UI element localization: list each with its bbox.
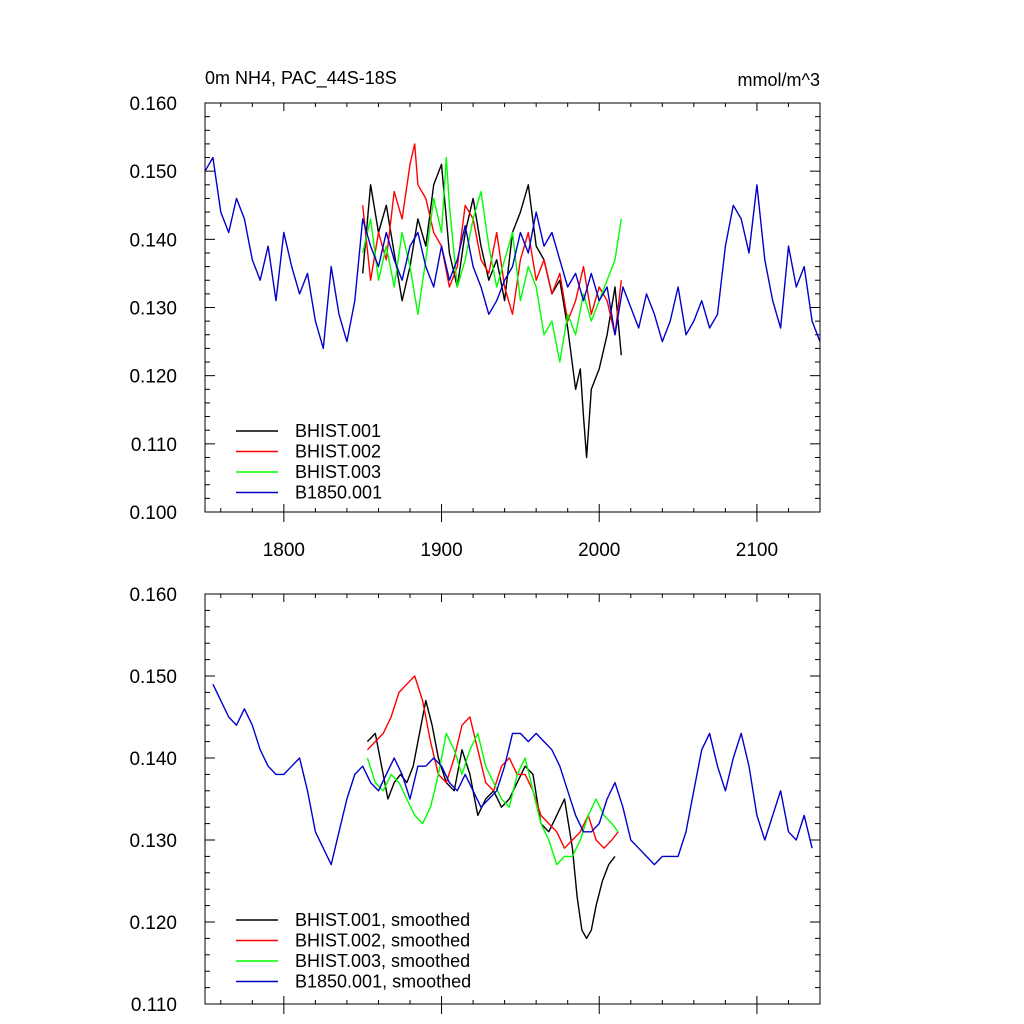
y-tick-label: 0.160 <box>129 585 177 606</box>
legend-label: BHIST.003, smoothed <box>295 951 470 971</box>
top-panel-title: 0m NH4, PAC_44S-18S <box>205 68 397 89</box>
y-tick-label: 0.140 <box>129 230 177 251</box>
top-panel-axis-ticks: 1800 1900 2000 2100 0.100 0.110 0.120 0.130 0.14… <box>129 94 821 561</box>
legend-label: BHIST.002, smoothed <box>295 931 470 951</box>
y-tick-label: 0.130 <box>129 299 177 320</box>
y-tick-label: 0.100 <box>129 503 177 524</box>
top-panel-series <box>204 143 821 459</box>
y-tick-label: 0.160 <box>129 94 177 115</box>
series-line-b1850-001-smoothed <box>212 683 813 866</box>
legend-label: BHIST.001 <box>295 421 381 441</box>
legend-label: BHIST.003 <box>295 462 381 482</box>
y-tick-label: 0.110 <box>131 435 177 456</box>
top-panel-units: mmol/m^3 <box>738 70 820 90</box>
x-tick-label: 1900 <box>420 540 462 561</box>
series-line-bhist-001 <box>362 163 622 459</box>
series-line-bhist-003-smoothed <box>366 732 619 866</box>
series-line-bhist-002 <box>362 143 622 336</box>
bottom-panel-series <box>212 675 813 940</box>
legend-label: BHIST.001, smoothed <box>295 910 470 930</box>
bottom-panel-plot-frame <box>204 593 821 1005</box>
legend-label: BHIST.002 <box>295 442 381 462</box>
y-tick-label: 0.120 <box>129 367 177 388</box>
legend-label: B1850.001 <box>295 483 382 503</box>
series-line-b1850-001 <box>204 156 821 350</box>
y-tick-label: 0.150 <box>129 667 177 688</box>
bottom-panel-axis-ticks: 0.110 0.120 0.130 0.140 0.150 0.160 <box>129 585 821 1016</box>
x-tick-label: 1800 <box>263 540 305 561</box>
bottom-panel: 0.110 0.120 0.130 0.140 0.150 0.160 BHIST.001… <box>129 585 821 1016</box>
y-tick-label: 0.130 <box>129 831 177 852</box>
y-tick-label: 0.110 <box>131 995 177 1016</box>
legend-label: B1850.001, smoothed <box>295 972 471 992</box>
x-tick-label: 2000 <box>578 540 620 561</box>
series-line-bhist-002-smoothed <box>366 675 619 849</box>
y-tick-label: 0.150 <box>129 162 177 183</box>
y-tick-label: 0.120 <box>129 913 177 934</box>
y-tick-label: 0.140 <box>129 749 177 770</box>
x-tick-label: 2100 <box>736 540 778 561</box>
top-panel: 0m NH4, PAC_44S-18S mmol/m^3 1800 1900 200… <box>129 68 821 561</box>
top-panel-plot-frame <box>204 102 821 513</box>
